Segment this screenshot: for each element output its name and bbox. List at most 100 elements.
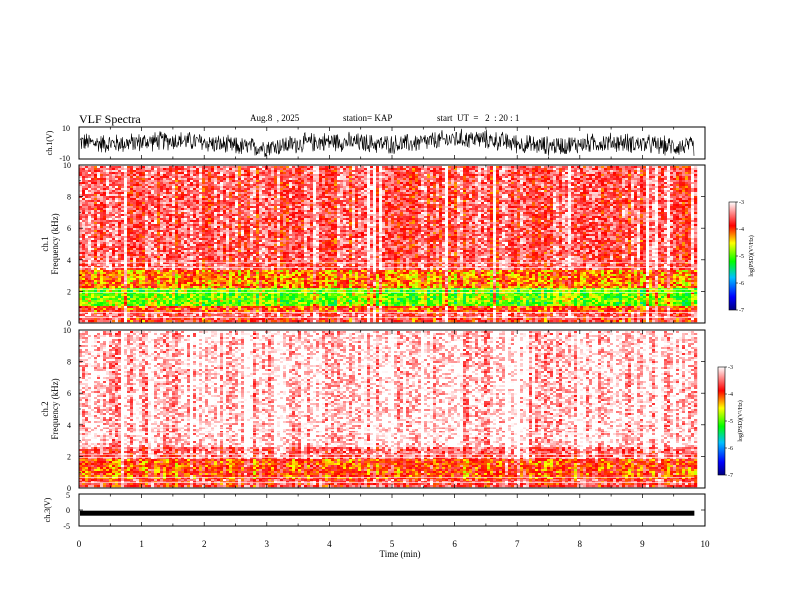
spec-cell [97, 166, 100, 168]
spec-cell [391, 166, 394, 168]
spec-cell [634, 170, 637, 172]
spec-cell [283, 168, 286, 170]
spec-cell [280, 166, 283, 168]
spec-cell [526, 168, 529, 170]
spec-cell [646, 166, 649, 168]
spec-cell [181, 170, 184, 172]
spec-cell [148, 172, 151, 174]
spec-cell [559, 174, 562, 176]
spec-cell [163, 168, 166, 170]
spec-cell [202, 178, 205, 180]
spec-cell [652, 176, 655, 178]
spec-cell [190, 172, 193, 174]
spec-cell [508, 176, 511, 178]
spec-cell [163, 174, 166, 176]
spec-cell [481, 172, 484, 174]
spec-cell [130, 178, 133, 180]
spec-cell [286, 170, 289, 172]
spec-cell [289, 170, 292, 172]
spec-cell [340, 172, 343, 174]
spec-cell [559, 176, 562, 178]
spec-cell [139, 178, 142, 180]
spec-cell [586, 178, 589, 180]
spec-cell [376, 168, 379, 170]
spec-cell [259, 170, 262, 172]
spec-cell [319, 176, 322, 178]
spec-cell [379, 172, 382, 174]
spec-cell [694, 174, 697, 176]
spec-cell [310, 172, 313, 174]
spec-cell [409, 174, 412, 176]
spec-cell [244, 178, 247, 180]
spec-cell [256, 180, 259, 182]
spec-cell [142, 178, 145, 180]
spec-cell [223, 168, 226, 170]
spec-cell [226, 168, 229, 170]
spec-cell [538, 172, 541, 174]
spec-cell [391, 178, 394, 180]
spec-cell [268, 174, 271, 176]
spec-cell [484, 178, 487, 180]
spec-cell [679, 176, 682, 178]
spec-cell [550, 166, 553, 168]
spec-cell [232, 178, 235, 180]
spec-cell [568, 170, 571, 172]
spec-cell [685, 172, 688, 174]
spec-cell [433, 166, 436, 168]
spec-cell [112, 174, 115, 176]
spec-cell [277, 166, 280, 168]
spec-cell [184, 166, 187, 168]
spec-cell [256, 172, 259, 174]
spec-cell [136, 174, 139, 176]
spec-cell [652, 174, 655, 176]
spec-cell [331, 170, 334, 172]
spec-cell [349, 176, 352, 178]
spec-cell [385, 166, 388, 168]
spec-cell [223, 176, 226, 178]
spec-cell [178, 180, 181, 182]
spec-cell [532, 168, 535, 170]
spec-cell [142, 172, 145, 174]
spec-cell [196, 166, 199, 168]
spec-cell [133, 176, 136, 178]
spec-cell [511, 166, 514, 168]
spec-cell [664, 178, 667, 180]
spec-cell [553, 178, 556, 180]
spec-cell [331, 176, 334, 178]
spec-cell [439, 166, 442, 168]
spec-cell [625, 168, 628, 170]
spec-cell [82, 174, 85, 176]
spec-cell [301, 166, 304, 168]
spec-cell [478, 178, 481, 180]
spec-cell [229, 176, 232, 178]
spec-cell [205, 168, 208, 170]
spec-cell [535, 170, 538, 172]
spec-cell [154, 172, 157, 174]
spec-cell [181, 176, 184, 178]
spec-cell [187, 180, 190, 182]
spec-cell [430, 168, 433, 170]
spec-cell [124, 176, 127, 178]
spec-cell [613, 176, 616, 178]
spec-cell [112, 176, 115, 178]
spec-cell [487, 176, 490, 178]
spec-cell [469, 176, 472, 178]
spec-cell [235, 178, 238, 180]
spec-cell [484, 172, 487, 174]
spec-cell [400, 170, 403, 172]
spec-cell [553, 172, 556, 174]
spec-cell [127, 180, 130, 182]
spec-cell [559, 168, 562, 170]
spec-cell [148, 170, 151, 172]
spec-cell [118, 180, 121, 182]
spec-cell [583, 168, 586, 170]
spec-cell [346, 176, 349, 178]
spec-cell [502, 178, 505, 180]
spec-cell [436, 176, 439, 178]
spec-cell [301, 168, 304, 170]
spec-cell [115, 170, 118, 172]
spec-cell [598, 166, 601, 168]
spec-cell [499, 176, 502, 178]
spec-cell [553, 166, 556, 168]
spec-cell [313, 168, 316, 170]
